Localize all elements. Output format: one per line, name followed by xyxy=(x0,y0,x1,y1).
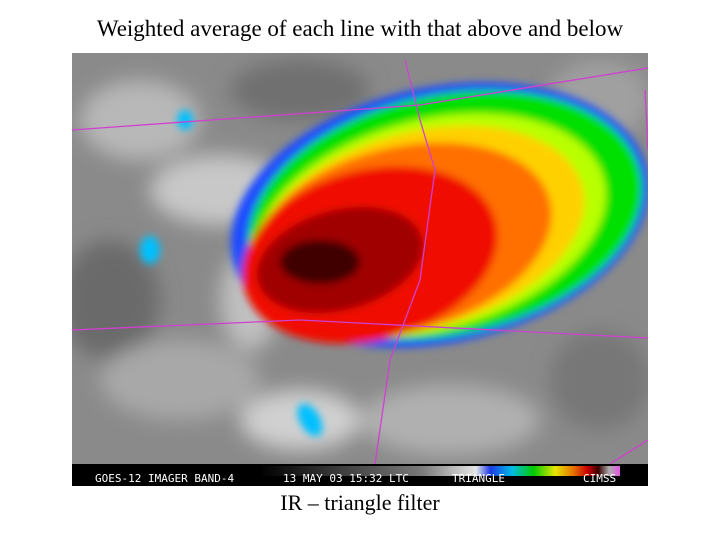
banner-timestamp: 13 MAY 03 15:32 LTC xyxy=(283,472,409,485)
banner-credit: CIMSS xyxy=(583,472,616,485)
slide-caption: IR – triangle filter xyxy=(280,490,440,515)
image-banner: GOES-12 IMAGER BAND-4 13 MAY 03 15:32 LT… xyxy=(72,464,648,486)
banner-filter: TRIANGLE xyxy=(452,472,505,485)
slide-title: Weighted average of each line with that … xyxy=(96,16,624,41)
image-content xyxy=(72,53,648,464)
banner-satellite: GOES-12 IMAGER BAND-4 xyxy=(95,472,234,485)
